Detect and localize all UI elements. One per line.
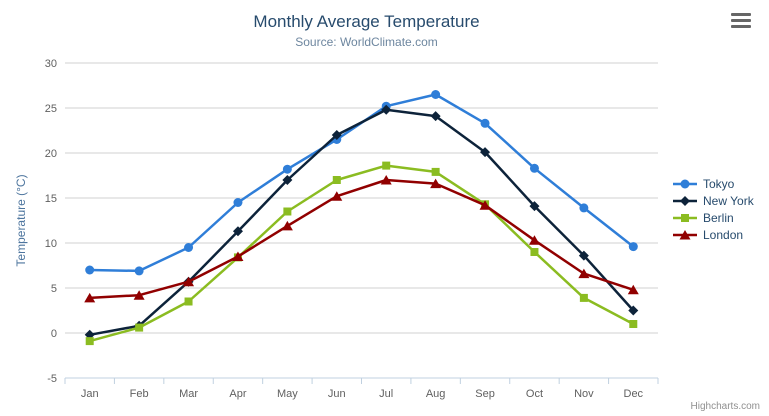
legend: Tokyo New York Berlin London — [672, 175, 754, 243]
series-point-berlin — [431, 167, 440, 176]
legend-marker-triangle-icon — [673, 229, 697, 239]
y-axis-tick-label: -5 — [47, 373, 57, 385]
y-axis-tick-label: 10 — [45, 238, 57, 250]
y-axis-tick-label: 25 — [45, 103, 57, 115]
y-axis-tick-label: 0 — [51, 328, 57, 340]
legend-item-berlin[interactable]: Berlin — [672, 209, 754, 226]
x-axis-label: Sep — [475, 388, 495, 400]
y-axis-tick-label: 5 — [51, 283, 57, 295]
series-point-berlin — [629, 320, 638, 328]
series-point-london — [133, 290, 145, 300]
y-axis-tick-label: 15 — [45, 193, 57, 205]
y-axis-tick-label: 20 — [45, 148, 57, 160]
legend-marker-circle-icon — [673, 179, 697, 188]
legend-item-london[interactable]: London — [672, 226, 754, 243]
x-axis-label: Apr — [229, 388, 246, 400]
x-axis-label: Dec — [624, 388, 644, 400]
legend-marker-shape — [681, 213, 689, 222]
series-point-new-york — [381, 104, 392, 115]
series-point-tokyo — [529, 163, 539, 173]
series-point-london — [479, 200, 491, 210]
series-point-tokyo — [628, 242, 638, 252]
series-point-berlin — [85, 337, 94, 346]
series-point-london — [627, 284, 639, 295]
series-point-london — [380, 175, 392, 185]
x-axis-label: Oct — [526, 388, 543, 400]
series-point-berlin — [530, 248, 539, 256]
x-axis-label: Jun — [328, 388, 346, 400]
series-point-berlin — [135, 323, 144, 332]
series-point-london — [528, 235, 540, 245]
legend-marker-shape — [680, 179, 690, 188]
series-point-london — [183, 276, 195, 287]
x-axis-label: May — [277, 388, 298, 400]
x-axis-label: Mar — [179, 388, 198, 400]
series-point-berlin — [332, 176, 341, 184]
series-point-tokyo — [579, 203, 589, 213]
chart-title: Monthly Average Temperature — [253, 12, 480, 31]
series-point-london — [232, 251, 244, 261]
series-line-london — [88, 178, 635, 300]
series-point-new-york — [480, 147, 491, 158]
series-point-tokyo — [233, 198, 243, 207]
legend-item-tokyo[interactable]: Tokyo — [672, 175, 754, 192]
series-point-new-york — [331, 130, 342, 140]
legend-marker-square-icon — [673, 213, 697, 222]
series-point-london — [430, 178, 442, 189]
y-axis-tick-label: 30 — [45, 58, 57, 70]
series-point-tokyo — [85, 265, 95, 275]
legend-marker-shape — [680, 195, 690, 206]
legend-label: Berlin — [703, 210, 734, 225]
legend-item-new-york[interactable]: New York — [672, 192, 754, 209]
series-point-new-york — [430, 111, 441, 122]
export-menu-button[interactable] — [729, 11, 753, 31]
y-axis-title: Temperature (°C) — [14, 174, 28, 266]
chart-subtitle: Source: WorldClimate.com — [295, 35, 438, 49]
series-point-tokyo — [282, 164, 292, 174]
series-line-tokyo — [88, 93, 635, 273]
x-axis-label: Nov — [574, 388, 594, 400]
x-axis-label: Aug — [426, 388, 446, 400]
series-point-berlin — [382, 161, 391, 170]
x-axis-label: Jul — [379, 388, 393, 400]
series-point-berlin — [184, 297, 193, 306]
series-point-new-york — [628, 305, 639, 316]
legend-marker-diamond-icon — [673, 195, 697, 206]
legend-label: London — [703, 227, 744, 242]
series-point-tokyo — [480, 118, 490, 128]
legend-label: Tokyo — [703, 176, 735, 191]
series-point-new-york — [282, 175, 293, 185]
series-point-new-york — [232, 226, 243, 237]
series-point-tokyo — [431, 90, 441, 99]
series-point-london — [331, 191, 343, 201]
series-point-tokyo — [184, 243, 194, 252]
series-point-berlin — [283, 207, 292, 216]
series-point-berlin — [579, 293, 588, 302]
series-point-london — [578, 268, 590, 279]
series-point-new-york — [529, 201, 540, 212]
series-point-new-york — [578, 250, 589, 261]
series-line-berlin — [88, 164, 635, 343]
x-axis-label: Feb — [130, 388, 149, 400]
x-axis-label: Jan — [81, 388, 99, 400]
series-point-london — [281, 220, 293, 231]
legend-marker-shape — [679, 229, 691, 239]
credits-link[interactable]: Highcharts.com — [690, 401, 760, 412]
hamburger-menu-icon — [731, 13, 751, 28]
series-point-london — [84, 292, 96, 303]
legend-label: New York — [703, 193, 754, 208]
series-line-new-york — [88, 108, 635, 337]
series-point-tokyo — [134, 266, 144, 276]
